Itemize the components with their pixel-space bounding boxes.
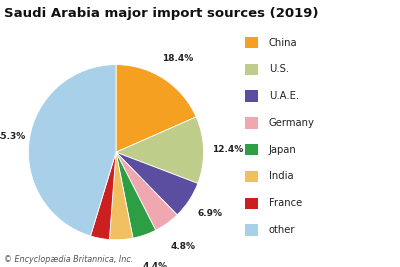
Text: 4.8%: 4.8%	[171, 242, 196, 251]
Text: France: France	[269, 198, 302, 208]
Wedge shape	[90, 152, 116, 239]
Wedge shape	[116, 152, 177, 230]
Text: U.A.E.: U.A.E.	[269, 91, 299, 101]
Text: India: India	[269, 171, 294, 182]
Wedge shape	[116, 152, 156, 238]
Text: 4.4%: 4.4%	[143, 262, 168, 267]
FancyBboxPatch shape	[245, 198, 258, 209]
Wedge shape	[28, 65, 116, 236]
FancyBboxPatch shape	[245, 37, 258, 48]
Text: Saudi Arabia major import sources (2019): Saudi Arabia major import sources (2019)	[4, 7, 318, 20]
Wedge shape	[116, 152, 198, 215]
Text: 45.3%: 45.3%	[0, 132, 26, 141]
Text: Japan: Japan	[269, 145, 296, 155]
FancyBboxPatch shape	[245, 224, 258, 236]
Wedge shape	[116, 65, 196, 152]
FancyBboxPatch shape	[245, 117, 258, 129]
Text: 12.4%: 12.4%	[212, 145, 244, 154]
Text: 6.9%: 6.9%	[197, 209, 222, 218]
FancyBboxPatch shape	[245, 64, 258, 75]
Text: U.S.: U.S.	[269, 64, 289, 74]
Wedge shape	[110, 152, 133, 240]
Text: China: China	[269, 38, 298, 48]
Wedge shape	[116, 117, 204, 183]
Text: © Encyclopædia Britannica, Inc.: © Encyclopædia Britannica, Inc.	[4, 255, 133, 264]
FancyBboxPatch shape	[245, 91, 258, 102]
Text: 18.4%: 18.4%	[162, 54, 193, 63]
Text: Germany: Germany	[269, 118, 315, 128]
FancyBboxPatch shape	[245, 144, 258, 155]
Text: other: other	[269, 225, 295, 235]
FancyBboxPatch shape	[245, 171, 258, 182]
